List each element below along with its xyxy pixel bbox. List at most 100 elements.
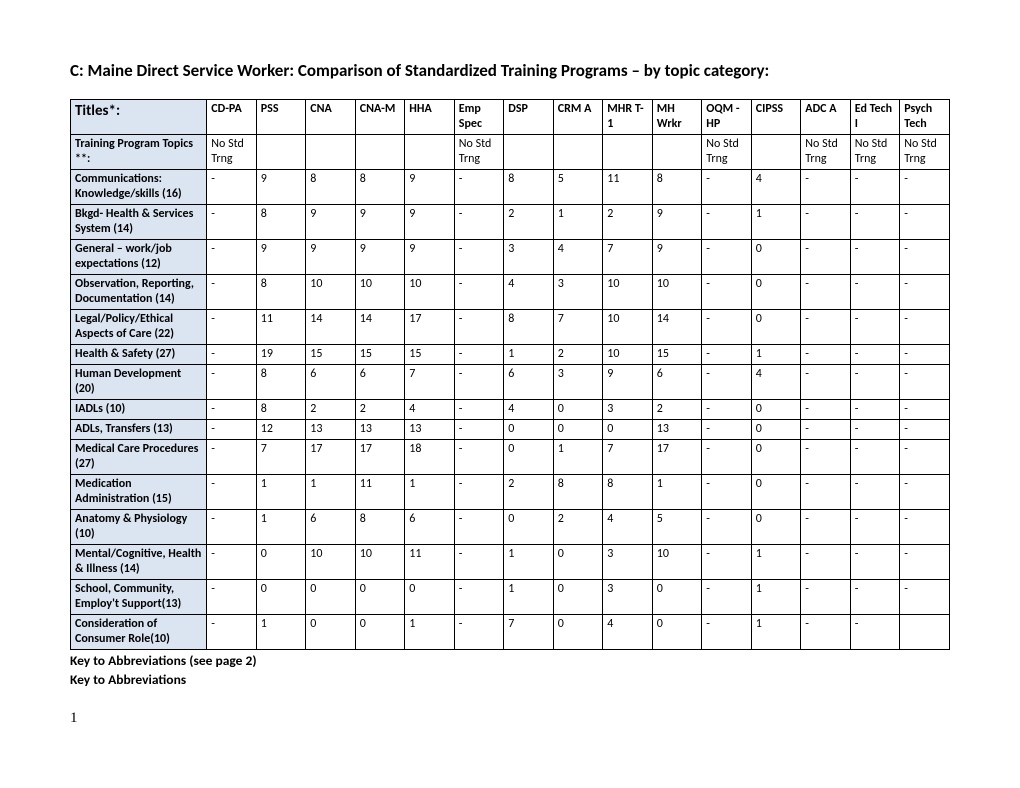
data-cell: 8 <box>256 205 306 240</box>
data-cell: - <box>454 580 504 615</box>
topics-cell <box>603 135 653 170</box>
data-cell: 9 <box>355 240 405 275</box>
data-cell: - <box>702 615 752 650</box>
column-header: MH Wrkr <box>652 100 702 135</box>
data-cell: 0 <box>504 440 554 475</box>
data-cell: 5 <box>553 170 603 205</box>
data-cell: - <box>702 275 752 310</box>
data-cell: - <box>900 400 950 420</box>
data-cell: 2 <box>504 475 554 510</box>
data-cell: 1 <box>256 475 306 510</box>
data-cell: 4 <box>751 170 801 205</box>
data-cell: 11 <box>256 310 306 345</box>
data-cell: 9 <box>256 170 306 205</box>
data-cell: - <box>207 510 257 545</box>
data-cell: - <box>900 275 950 310</box>
data-cell: - <box>454 510 504 545</box>
data-cell: - <box>850 545 900 580</box>
data-cell: 11 <box>603 170 653 205</box>
column-header: CD-PA <box>207 100 257 135</box>
column-header: DSP <box>504 100 554 135</box>
topics-cell: No Std Trng <box>454 135 504 170</box>
data-cell: - <box>207 275 257 310</box>
data-cell: 10 <box>355 275 405 310</box>
data-cell: 3 <box>553 365 603 400</box>
data-cell: - <box>850 580 900 615</box>
data-cell: - <box>207 365 257 400</box>
data-cell: 3 <box>603 400 653 420</box>
data-cell: 1 <box>751 615 801 650</box>
data-cell: - <box>801 275 851 310</box>
data-cell: 7 <box>553 310 603 345</box>
data-cell: 0 <box>751 475 801 510</box>
data-cell: - <box>454 420 504 440</box>
data-cell: 0 <box>751 420 801 440</box>
data-cell: - <box>702 475 752 510</box>
data-cell: 2 <box>355 400 405 420</box>
data-cell: - <box>801 510 851 545</box>
data-cell: 10 <box>355 545 405 580</box>
data-cell: 8 <box>256 365 306 400</box>
data-cell: 14 <box>306 310 356 345</box>
data-cell: 0 <box>504 420 554 440</box>
data-cell: 15 <box>306 345 356 365</box>
row-label: Bkgd- Health & Services System (14) <box>71 205 207 240</box>
data-cell: 0 <box>553 580 603 615</box>
topics-cell <box>256 135 306 170</box>
data-cell: - <box>900 310 950 345</box>
data-cell: - <box>801 545 851 580</box>
table-row: Mental/Cognitive, Health & Illness (14)-… <box>71 545 950 580</box>
data-cell: - <box>801 615 851 650</box>
data-cell: 1 <box>751 545 801 580</box>
data-cell: 13 <box>306 420 356 440</box>
data-cell: - <box>850 240 900 275</box>
data-cell: - <box>702 580 752 615</box>
footer-line-2: Key to Abbreviations <box>70 671 950 688</box>
table-row: Anatomy & Physiology (10)-1686-0245-0--- <box>71 510 950 545</box>
row-label: Legal/Policy/Ethical Aspects of Care (22… <box>71 310 207 345</box>
data-cell: 10 <box>306 545 356 580</box>
data-cell: 1 <box>256 615 306 650</box>
data-cell: - <box>850 275 900 310</box>
data-cell: 17 <box>652 440 702 475</box>
data-cell: 0 <box>751 275 801 310</box>
topics-cell: No Std Trng <box>900 135 950 170</box>
data-cell: 13 <box>405 420 455 440</box>
topics-cell <box>405 135 455 170</box>
data-cell: - <box>207 580 257 615</box>
data-cell: 9 <box>355 205 405 240</box>
data-cell: - <box>900 345 950 365</box>
data-cell: - <box>207 205 257 240</box>
data-cell: 7 <box>603 240 653 275</box>
data-cell: 15 <box>355 345 405 365</box>
data-cell: 0 <box>751 310 801 345</box>
data-cell: 17 <box>306 440 356 475</box>
data-cell: - <box>801 310 851 345</box>
data-cell: 9 <box>306 205 356 240</box>
data-cell: - <box>900 205 950 240</box>
data-cell: 13 <box>652 420 702 440</box>
row-label: ADLs, Transfers (13) <box>71 420 207 440</box>
data-cell: 0 <box>751 440 801 475</box>
data-cell: - <box>900 510 950 545</box>
data-cell: - <box>207 240 257 275</box>
data-cell: - <box>702 365 752 400</box>
header-row-label: Titles*: <box>71 100 207 135</box>
data-cell <box>900 615 950 650</box>
data-cell: - <box>207 400 257 420</box>
data-cell: - <box>454 275 504 310</box>
data-cell: 9 <box>405 205 455 240</box>
data-cell: 14 <box>652 310 702 345</box>
row-label: Anatomy & Physiology (10) <box>71 510 207 545</box>
data-cell: 2 <box>306 400 356 420</box>
data-cell: 0 <box>603 420 653 440</box>
data-cell: - <box>702 310 752 345</box>
data-cell: - <box>801 365 851 400</box>
data-cell: 15 <box>405 345 455 365</box>
data-cell: 3 <box>504 240 554 275</box>
table-row: Consideration of Consumer Role(10)-1001-… <box>71 615 950 650</box>
data-cell: - <box>801 580 851 615</box>
data-cell: 6 <box>405 510 455 545</box>
data-cell: 4 <box>553 240 603 275</box>
data-cell: - <box>207 170 257 205</box>
